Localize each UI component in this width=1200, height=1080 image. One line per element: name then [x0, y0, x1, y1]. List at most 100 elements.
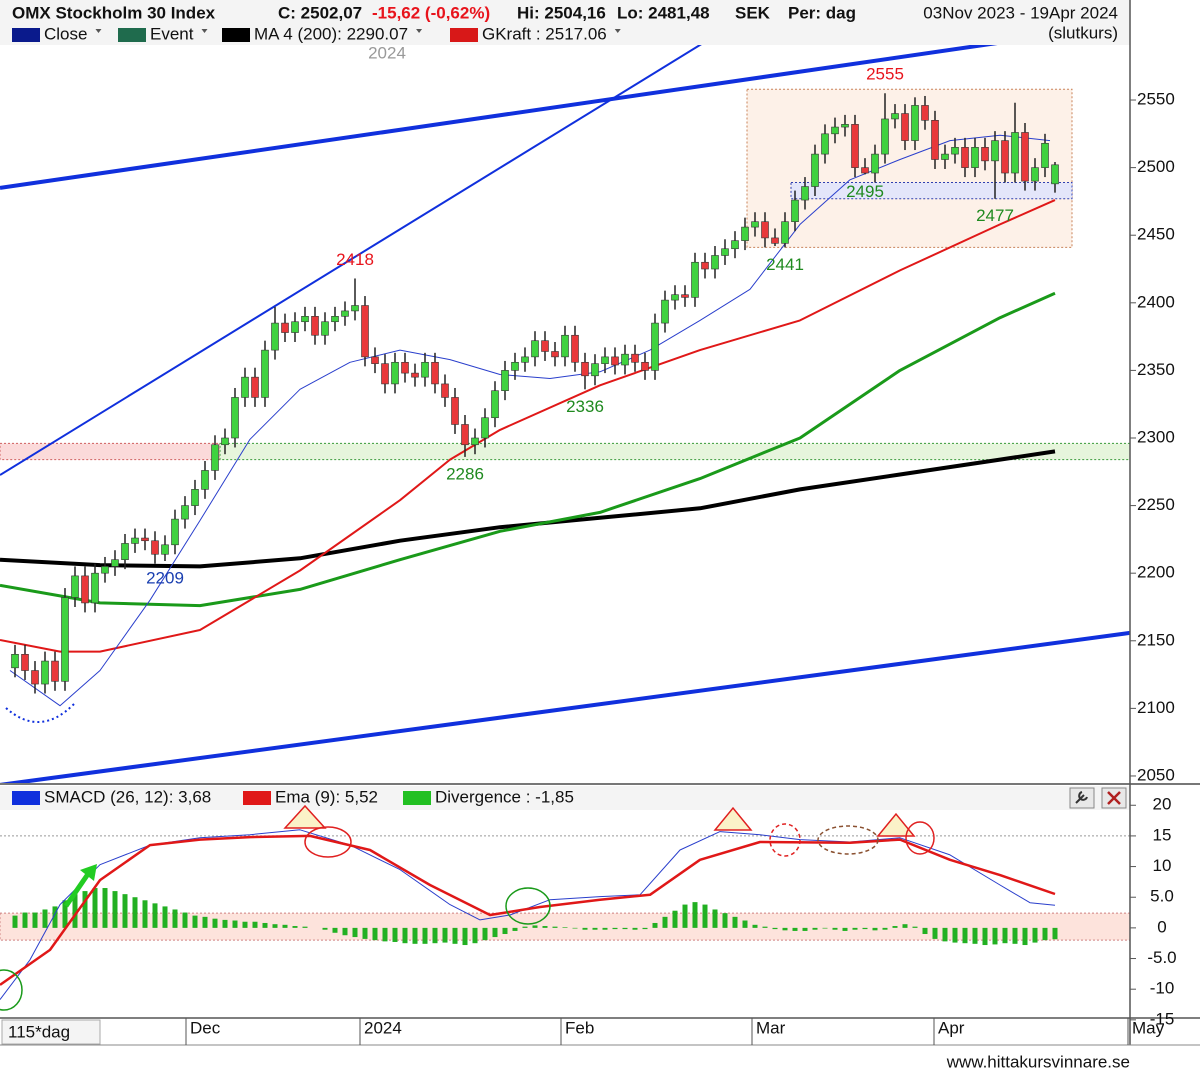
divergence-bar: [342, 927, 348, 936]
candle-body: [771, 237, 779, 244]
divergence-bar: [722, 913, 728, 928]
candle-body: [911, 105, 919, 141]
candle-body: [631, 353, 639, 363]
legend-swatch: [12, 28, 40, 42]
legend-label: Close: [44, 24, 87, 43]
candle-body: [71, 575, 79, 598]
divergence-bar: [1012, 927, 1018, 944]
macd-plot: [0, 829, 1130, 1000]
candle-body: [61, 597, 69, 682]
candle-body: [1041, 142, 1049, 168]
divergence-bar: [1052, 927, 1058, 940]
divergence-bar: [322, 927, 328, 930]
candle-body: [501, 370, 509, 391]
candle-body: [401, 361, 409, 374]
candle-body: [451, 397, 459, 425]
candle-body: [741, 226, 749, 241]
candle-body: [91, 572, 99, 604]
divergence-bar: [862, 927, 868, 930]
divergence-bar: [542, 926, 548, 928]
candle-body: [721, 248, 729, 256]
candle-body: [991, 140, 999, 162]
candle-body: [641, 361, 649, 371]
candle-body: [891, 113, 899, 120]
candle-body: [791, 199, 799, 222]
candle-body: [701, 261, 709, 270]
divergence-bar: [152, 903, 158, 928]
divergence-bar: [702, 904, 708, 928]
candle-body: [31, 670, 39, 685]
candle-body: [521, 356, 529, 363]
source: www.hittakursvinnare.se: [946, 1052, 1130, 1071]
divergence-bar: [922, 927, 928, 935]
info-text: Lo: 2481,48: [617, 3, 710, 22]
candle-body: [491, 390, 499, 419]
divergence-bar: [232, 920, 238, 928]
circle-marker: [905, 821, 935, 855]
divergence-bar: [642, 927, 648, 930]
divergence-bar: [102, 888, 108, 928]
divergence-bar: [902, 924, 908, 928]
x-tick-label: Apr: [938, 1018, 965, 1037]
candle-body: [51, 660, 59, 682]
price-plot: [0, 45, 1130, 783]
divergence-bar: [1042, 927, 1048, 941]
legend-label: MA 4 (200): 2290.07: [254, 24, 408, 43]
price-zone: [0, 442, 221, 461]
divergence-bar: [412, 927, 418, 944]
divergence-bar: [432, 927, 438, 944]
divergence-bar: [882, 927, 888, 930]
divergence-bar: [252, 921, 258, 928]
candle-body: [271, 322, 279, 351]
divergence-bar: [682, 904, 688, 928]
candle-body: [1031, 167, 1039, 182]
candle-body: [1011, 132, 1019, 174]
divergence-bar: [872, 927, 878, 931]
arrow: [63, 872, 91, 908]
divergence-bar: [472, 927, 478, 944]
y-tick-label: 15: [1153, 825, 1172, 844]
divergence-bar: [632, 927, 638, 930]
y-tick-label: 2050: [1137, 765, 1175, 784]
candle-body: [861, 167, 869, 174]
candle-body: [41, 660, 49, 685]
divergence-bar: [72, 894, 78, 928]
divergence-bar: [212, 918, 218, 928]
divergence-bar: [832, 927, 838, 930]
divergence-bar: [912, 926, 918, 928]
year-label: 2024: [368, 43, 406, 62]
candle-body: [811, 153, 819, 187]
candle-body: [81, 575, 89, 604]
circle-marker: [0, 969, 23, 1011]
y-tick-label: 2350: [1137, 360, 1175, 379]
candle-body: [951, 147, 959, 155]
divergence-bar: [992, 927, 998, 945]
divergence-bar: [422, 927, 428, 944]
candle-body: [431, 361, 439, 385]
annotation: 2495: [846, 182, 884, 201]
annotation: 2209: [146, 569, 184, 588]
circle-marker: [769, 823, 801, 857]
candle-body: [11, 653, 19, 669]
divergence-bar: [332, 927, 338, 933]
annotation: 2286: [446, 464, 484, 483]
candle-body: [931, 120, 939, 160]
divergence-bar: [12, 915, 18, 928]
candle-body: [1001, 140, 1009, 174]
divergence-bar: [942, 927, 948, 942]
candle-body: [481, 417, 489, 439]
divergence-bar: [822, 927, 828, 929]
divergence-bar: [392, 927, 398, 942]
divergence-bar: [602, 927, 608, 930]
candle-body: [361, 305, 369, 358]
y-tick-label: 10: [1153, 856, 1172, 875]
divergence-bar: [932, 927, 938, 939]
divergence-bar: [1002, 927, 1008, 944]
chart-title: OMX Stockholm 30 Index: [12, 3, 216, 22]
candle-body: [971, 147, 979, 168]
y-tick-label: 2500: [1137, 157, 1175, 176]
legend-swatch: [243, 791, 271, 805]
candle-body: [231, 397, 239, 439]
candle-body: [531, 340, 539, 358]
